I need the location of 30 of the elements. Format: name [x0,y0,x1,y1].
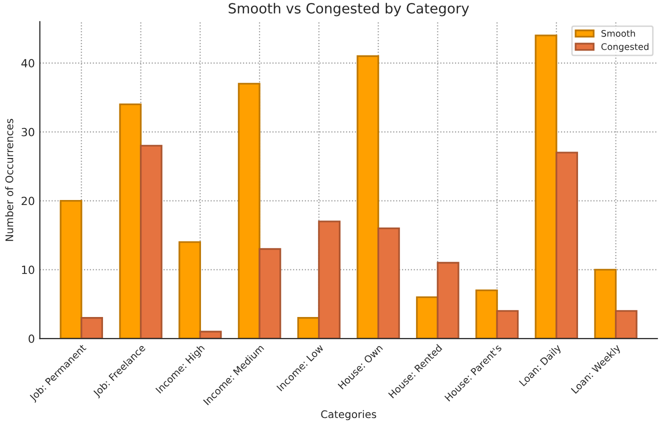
chart-title: Smooth vs Congested by Category [228,2,469,16]
bar [496,310,519,339]
y-axis-title: Number of Occurrences [5,118,14,241]
bar [258,248,282,339]
bar [140,144,162,339]
bar [534,34,558,339]
legend-label: Congested [601,43,648,52]
bar [556,152,578,339]
bar [178,241,201,339]
bar [238,82,260,339]
bar [594,268,617,339]
bar [199,330,222,339]
bar [318,220,341,339]
x-axis-title: Categories [321,410,376,420]
bar [80,317,104,339]
legend-label: Smooth [601,30,635,37]
y-tick-label: 10 [22,266,34,274]
bar [119,104,142,339]
y-tick-label: 40 [21,59,34,68]
bar [436,262,460,339]
bar [377,227,400,339]
y-tick-label: 0 [28,334,34,343]
bar [614,310,638,339]
y-tick-label: 30 [22,128,34,136]
bar [60,200,82,339]
bar [356,55,380,339]
y-tick-label: 20 [22,196,34,206]
bar [297,317,320,339]
bar [475,289,498,339]
bar [416,296,438,339]
